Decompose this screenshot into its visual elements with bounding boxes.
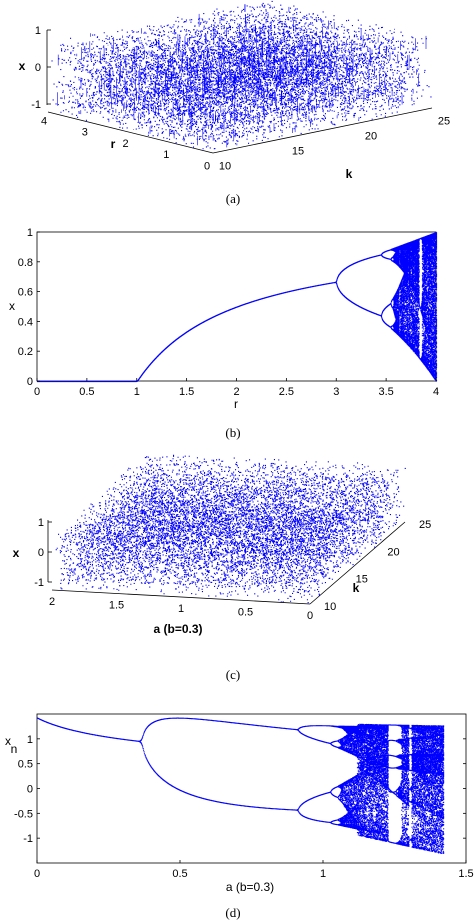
panel-b-x-ticklabel-6: 3 [333, 386, 339, 398]
panel-b-x-ticklabel-1: 0.5 [79, 386, 94, 398]
panel-c-k-ticklabel-3: 25 [419, 519, 431, 531]
panel-a-k-ticklabel-2: 20 [365, 130, 377, 142]
panel-a-z-ticklabel-2: 1 [35, 25, 41, 37]
panel-a-r-ticklabel-3: 3 [82, 127, 88, 139]
panel-c-a-ticklabel-0: 0 [307, 610, 313, 622]
panel-a-rlabel: r [111, 137, 116, 151]
panel-a-z-ticklabel-1: 0 [35, 62, 41, 74]
panel-b-points [37, 232, 438, 383]
panel-c-a-axis [51, 589, 311, 605]
panel-d-x-ticklabel-3: 1.5 [458, 868, 473, 880]
panel-c-a-ticklabel-1: 0.5 [238, 607, 253, 619]
panel-d-x-ticklabel-1: 0.5 [172, 868, 187, 880]
panel-b-y-ticklabel-2: 0.4 [18, 316, 33, 328]
panel-c-a-ticklabel-3: 1.5 [109, 600, 124, 612]
panel-b-y-ticklabel-3: 0.6 [18, 287, 33, 299]
panel-b-caption: (b) [225, 425, 240, 440]
panel-a-k-axis [212, 107, 433, 154]
panel-d-xlabel: a (b=0.3) [226, 880, 274, 894]
panel-c-a-ticklabel-4: 2 [49, 596, 55, 608]
panel-b-ticks: 0 0.5 1 1.5 2 2.5 3 3.5 4 0 0.2 0.4 0.6 0.8 1 [18, 227, 439, 398]
panel-b-x-ticklabel-2: 1 [134, 386, 140, 398]
panel-c-k-axis [309, 521, 406, 605]
panel-c-klabel: k [353, 581, 360, 595]
panel-d: 0 0.5 1 1.5 -1 -0.5 0 0.5 1 a (b=0.3) x n (d) [5, 713, 474, 920]
panel-a-klabel: k [346, 167, 353, 181]
panel-c-z-ticklabel-0: -1 [34, 577, 44, 589]
panel-b-y-ticklabel-0: 0 [27, 376, 33, 388]
panel-b: 0 0.5 1 1.5 2 2.5 3 3.5 4 0 0.2 0.4 0.6 0.8 1 r x (b) [9, 227, 439, 440]
panel-c-data-cloud [55, 454, 406, 604]
panel-a-data-cloud [51, 0, 432, 150]
panel-b-y-ticklabel-1: 0.2 [18, 346, 33, 358]
panel-d-ylabel: x [5, 734, 11, 748]
panel-b-x-ticklabel-8: 4 [433, 386, 439, 398]
panel-d-y-ticklabel-1: -0.5 [14, 808, 33, 820]
panel-d-x-ticklabel-0: 0 [34, 868, 40, 880]
panel-d-bifurcation [37, 717, 445, 854]
panel-a-k-ticklabel-3: 25 [438, 115, 450, 127]
panel-a-z-ticklabel-0: -1 [31, 99, 41, 111]
panel-d-points [37, 717, 445, 854]
panel-c-z-ticklabel-2: 1 [38, 517, 44, 529]
panel-d-y-ticklabel-0: -1 [23, 833, 33, 845]
panel-d-x-ticklabel-2: 1 [320, 868, 326, 880]
panel-b-x-ticklabel-4: 2 [233, 386, 239, 398]
panel-d-ticks: 0 0.5 1 1.5 -1 -0.5 0 0.5 1 [14, 734, 474, 880]
panel-a-r-ticklabel-0: 0 [204, 160, 210, 172]
panel-a-r-axis [47, 111, 214, 154]
panel-b-y-ticklabel-4: 0.8 [18, 257, 33, 269]
panel-c-k-ticklabel-1: 15 [356, 574, 368, 586]
panel-d-y-ticklabel-3: 0.5 [18, 759, 33, 771]
panel-d-ylabel-sub: n [11, 742, 18, 756]
panel-c-zlabel: x [13, 546, 20, 560]
panel-a-k-ticklabel-1: 15 [292, 145, 304, 157]
panel-b-y-ticklabel-5: 1 [27, 227, 33, 239]
panel-b-xlabel: r [234, 397, 238, 411]
panel-a-streaks [57, 4, 427, 148]
panel-a-r-ticklabel-2: 2 [122, 138, 128, 150]
panel-b-bifurcation [37, 232, 438, 383]
panel-b-ylabel: x [9, 299, 15, 313]
panel-a-points [51, 0, 432, 150]
panel-d-caption: (d) [225, 905, 240, 920]
panel-c-a-ticklabel-2: 1 [178, 603, 184, 615]
panel-b-x-ticklabel-0: 0 [34, 386, 40, 398]
panel-c-points [55, 454, 406, 604]
panel-c-k-ticklabel-2: 20 [387, 546, 399, 558]
panel-c-alabel: a (b=0.3) [153, 622, 202, 636]
panel-c-k-ticklabel-0: 10 [324, 601, 336, 613]
panel-b-x-ticklabel-5: 2.5 [279, 386, 294, 398]
panel-d-y-ticklabel-4: 1 [27, 734, 33, 746]
panel-c-z-ticklabel-1: 0 [38, 547, 44, 559]
panel-c-caption: (c) [226, 667, 240, 682]
panel-a-caption: (a) [226, 191, 240, 206]
panel-a-k-ticklabel-0: 10 [219, 160, 231, 172]
panel-b-x-ticklabel-7: 3.5 [378, 386, 393, 398]
panel-b-x-ticklabel-3: 1.5 [179, 386, 194, 398]
panel-d-y-ticklabel-2: 0 [27, 784, 33, 796]
panel-a-r-ticklabel-4: 4 [41, 115, 47, 127]
panel-a-zlabel: x [19, 59, 26, 73]
panel-a-r-ticklabel-1: 1 [163, 149, 169, 161]
